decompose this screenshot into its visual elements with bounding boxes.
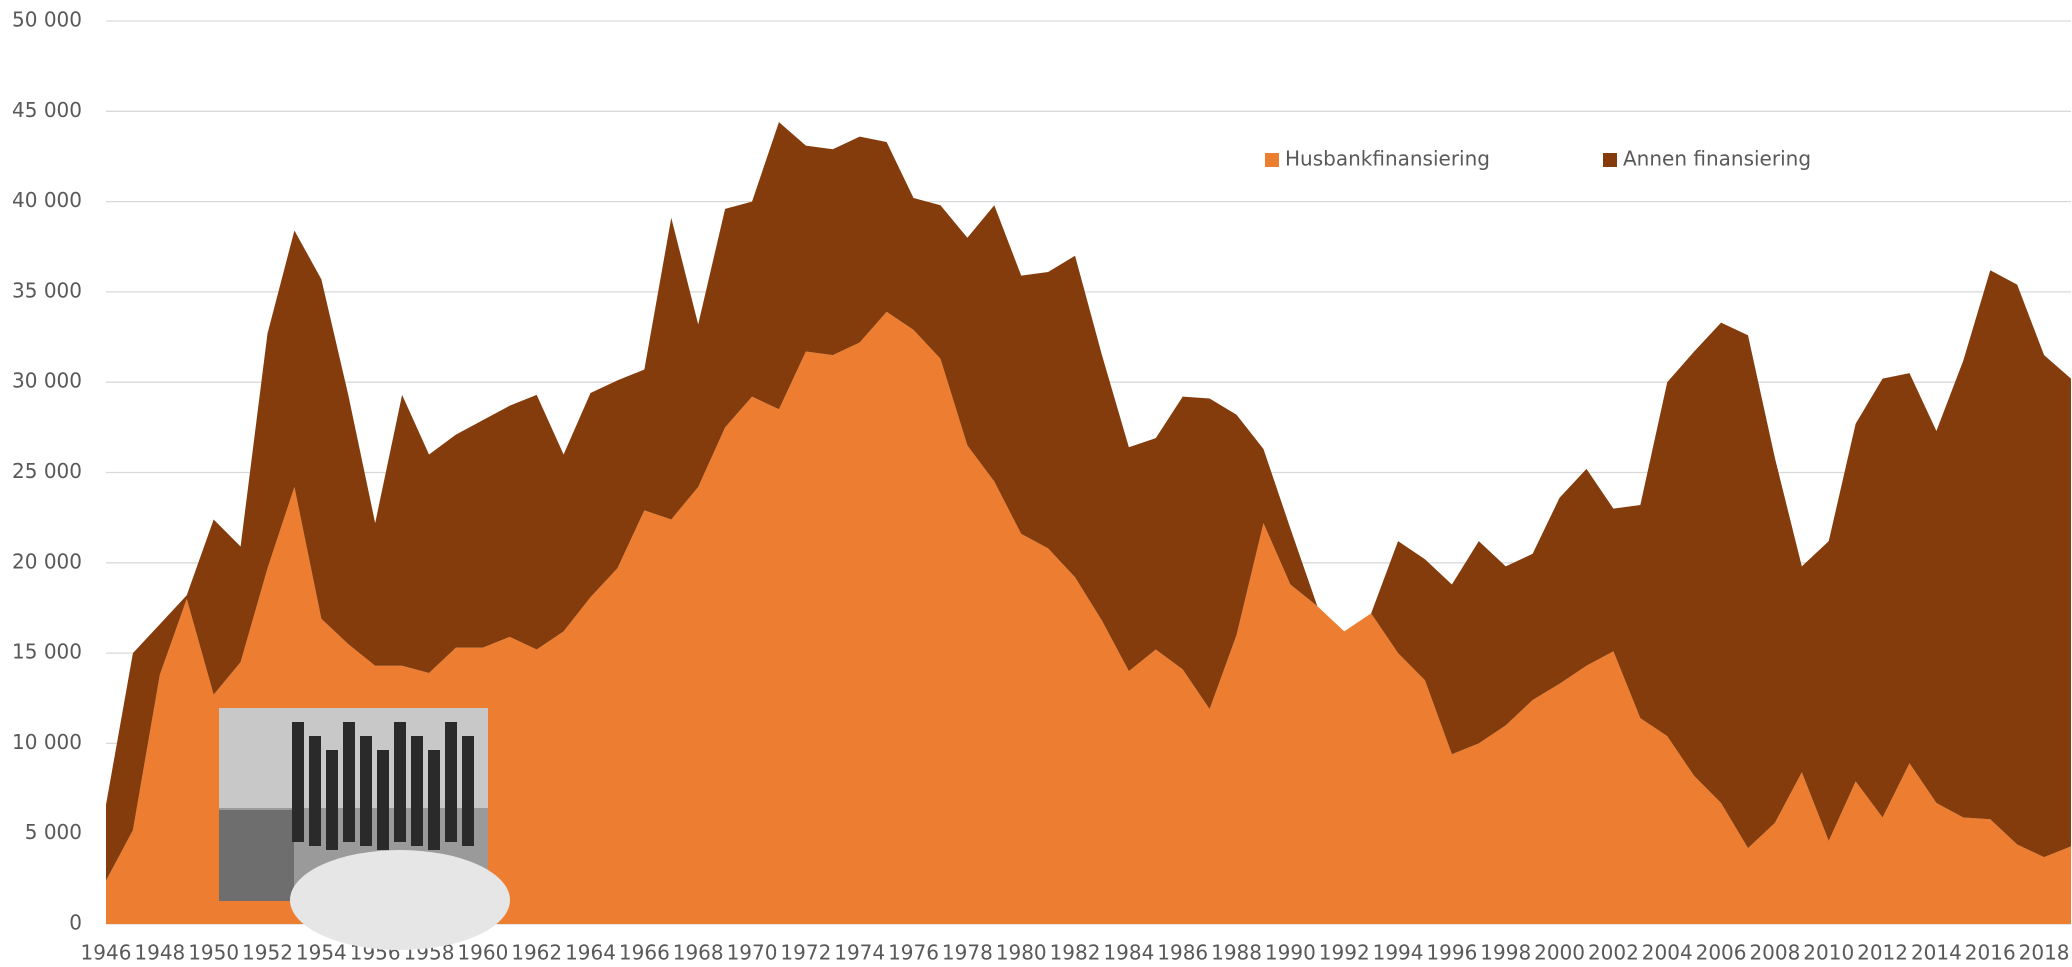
y-tick-label: 0 <box>69 911 82 935</box>
photo-building <box>219 810 294 901</box>
y-tick-label: 45 000 <box>12 98 82 122</box>
x-tick-label: 2004 <box>1642 941 1693 965</box>
x-tick-label: 1950 <box>188 941 239 965</box>
x-tick-label: 1988 <box>1211 941 1262 965</box>
y-tick-label: 25 000 <box>12 459 82 483</box>
photo-figure <box>411 736 423 846</box>
photo-figure <box>292 722 304 842</box>
y-tick-label: 10 000 <box>12 730 82 754</box>
x-tick-label: 1976 <box>888 941 939 965</box>
photo-figure <box>360 736 372 846</box>
chart: 0 5 000 10 000 15 000 20 000 25 000 30 000 35 0… <box>0 0 2072 967</box>
photo-figure <box>445 722 457 842</box>
x-tick-label: 1972 <box>780 941 831 965</box>
x-tick-label: 2002 <box>1588 941 1639 965</box>
photo-figure <box>309 736 321 846</box>
x-tick-label: 1948 <box>134 941 185 965</box>
x-tick-label: 2018 <box>2019 941 2070 965</box>
legend-swatch <box>1603 153 1617 167</box>
x-tick-label: 1966 <box>619 941 670 965</box>
photo-figure <box>343 722 355 842</box>
page: 0 5 000 10 000 15 000 20 000 25 000 30 000 35 0… <box>0 0 2072 967</box>
y-tick-label: 50 000 <box>12 8 82 32</box>
y-tick-label: 15 000 <box>12 640 82 664</box>
x-tick-label: 2016 <box>1965 941 2016 965</box>
x-tick-label: 1998 <box>1480 941 1531 965</box>
y-tick-label: 40 000 <box>12 188 82 212</box>
x-tick-label: 1952 <box>242 941 293 965</box>
x-tick-label: 1982 <box>1050 941 1101 965</box>
x-tick-label: 2012 <box>1857 941 1908 965</box>
photo-figure <box>428 750 440 850</box>
legend-label: Husbankfinansiering <box>1285 147 1490 171</box>
x-tick-label: 1970 <box>727 941 778 965</box>
x-tick-label: 1984 <box>1103 941 1154 965</box>
x-tick-label: 1986 <box>1157 941 1208 965</box>
x-tick-label: 1994 <box>1373 941 1424 965</box>
y-tick-label: 30 000 <box>12 369 82 393</box>
x-tick-label: 1990 <box>1265 941 1316 965</box>
x-tick-label: 1954 <box>296 941 347 965</box>
y-tick-label: 35 000 <box>12 278 82 302</box>
x-tick-label: 1968 <box>673 941 724 965</box>
legend-swatch <box>1265 153 1279 167</box>
x-tick-label: 1980 <box>996 941 1047 965</box>
photo-figure <box>326 750 338 850</box>
x-tick-label: 2000 <box>1534 941 1585 965</box>
x-tick-label: 2014 <box>1911 941 1962 965</box>
x-tick-label: 1996 <box>1426 941 1477 965</box>
photo-figure <box>394 722 406 842</box>
photo-figure <box>377 750 389 850</box>
x-tick-label: 2006 <box>1696 941 1747 965</box>
photo-snow <box>290 850 510 950</box>
x-tick-label: 1964 <box>565 941 616 965</box>
photo-figure <box>462 736 474 846</box>
x-tick-label: 1946 <box>81 941 132 965</box>
y-tick-label: 5 000 <box>25 820 82 844</box>
x-tick-label: 1960 <box>457 941 508 965</box>
x-tick-label: 2010 <box>1803 941 1854 965</box>
legend-label: Annen finansiering <box>1623 147 1811 171</box>
x-tick-label: 1962 <box>511 941 562 965</box>
x-tick-label: 1992 <box>1319 941 1370 965</box>
x-tick-label: 2008 <box>1749 941 1800 965</box>
x-tick-label: 1978 <box>942 941 993 965</box>
y-tick-label: 20 000 <box>12 549 82 573</box>
x-tick-label: 1974 <box>834 941 885 965</box>
